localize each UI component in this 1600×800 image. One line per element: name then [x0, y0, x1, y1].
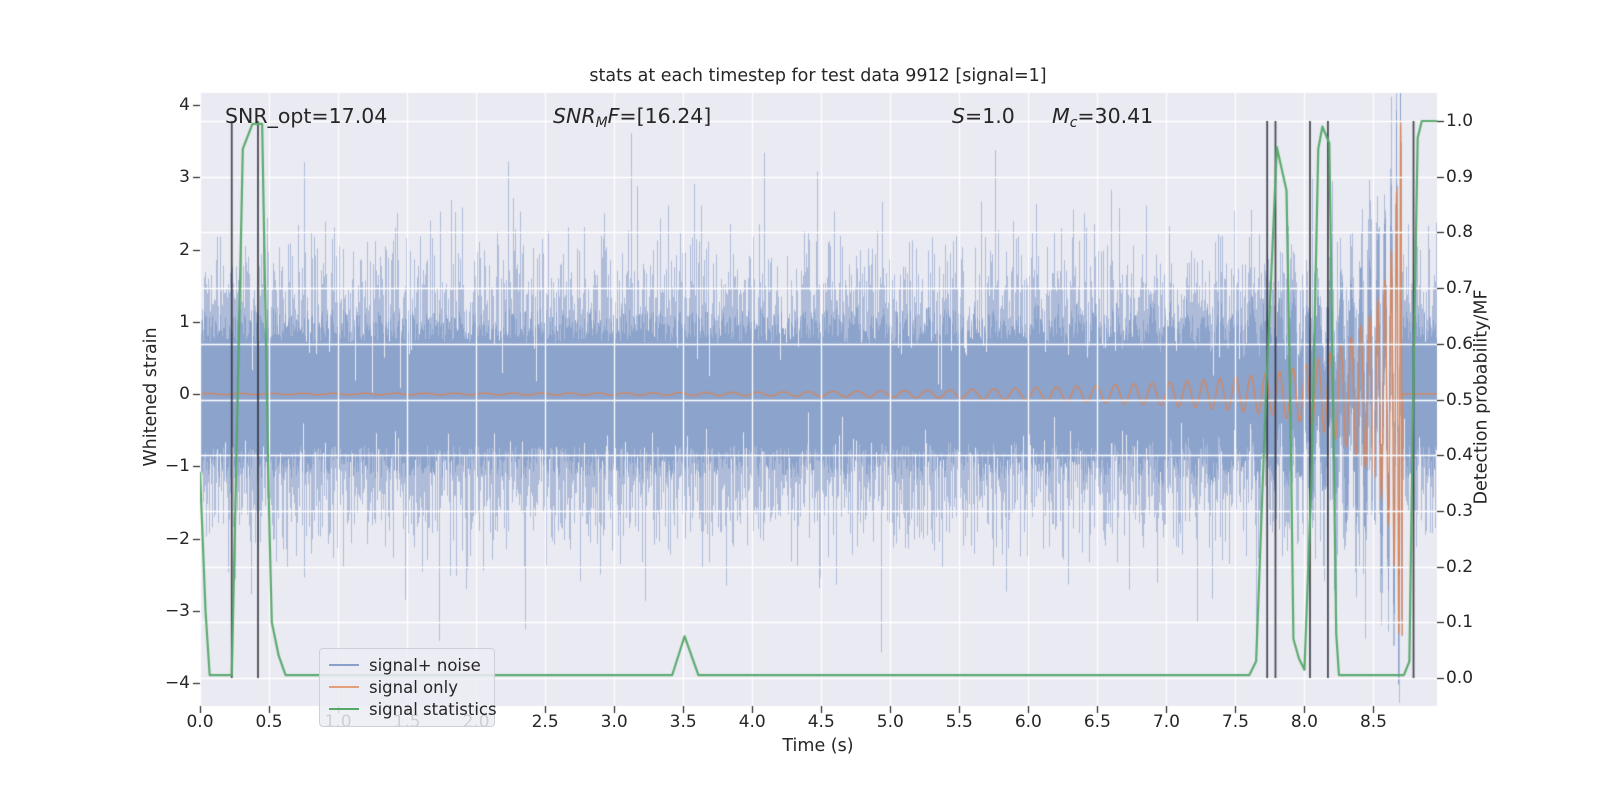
- y-tick-label-left: 2: [179, 239, 190, 260]
- y-tick-label-left: 3: [179, 167, 190, 188]
- x-tick-label: 2.5: [531, 712, 559, 732]
- x-tick-label: 0.5: [255, 712, 283, 732]
- x-tick-label: 0.0: [186, 712, 214, 732]
- y-tick-label-left: −3: [164, 600, 190, 621]
- annotation-s-value: S=1.0: [952, 104, 1015, 128]
- y-tick-label-right: 0.0: [1446, 668, 1474, 688]
- x-tick-label: 6.5: [1083, 712, 1111, 732]
- legend: signal+ noise signal only signal statistic…: [319, 648, 497, 727]
- legend-row: signal+ noise: [329, 654, 485, 676]
- x-tick-label: 8.0: [1290, 712, 1318, 732]
- annotation-chirp-mass: Mc=30.41: [1052, 104, 1154, 131]
- y-tick-label-right: 1.0: [1446, 111, 1474, 131]
- y-tick-label-right: 0.9: [1446, 166, 1474, 187]
- x-tick-label: 4.5: [807, 712, 835, 732]
- y-tick-label-right: 0.7: [1446, 278, 1474, 299]
- legend-row: signal only: [329, 676, 485, 698]
- chart-title: stats at each timestep for test data 991…: [589, 66, 1047, 86]
- x-tick-label: 7.0: [1152, 712, 1180, 732]
- x-tick-label: 8.5: [1359, 712, 1387, 732]
- annotation-snr-mf: SNRMF=[16.24]: [553, 104, 712, 131]
- x-tick-label: 7.5: [1221, 712, 1249, 732]
- x-tick-label: 3.0: [600, 712, 628, 732]
- y-tick-label-left: −2: [164, 528, 190, 549]
- y-tick-label-right: 0.3: [1446, 500, 1474, 521]
- legend-label: signal only: [369, 677, 458, 697]
- legend-label: signal statistics: [369, 699, 497, 719]
- x-tick-label: 5.0: [876, 712, 904, 732]
- y-tick-label-right: 0.5: [1446, 389, 1474, 410]
- x-axis-label: Time (s): [782, 736, 854, 756]
- y-tick-label-right: 0.2: [1446, 556, 1474, 577]
- y-tick-label-left: 1: [179, 311, 190, 332]
- y-tick-label-left: −4: [164, 673, 190, 693]
- legend-label: signal+ noise: [369, 655, 481, 675]
- x-tick-label: 3.5: [669, 712, 697, 732]
- legend-line-swatch: [329, 708, 359, 710]
- legend-row: signal statistics: [329, 698, 497, 720]
- annotation-snr-opt: SNR_opt=17.04: [225, 104, 388, 128]
- y-tick-label-right: 0.4: [1446, 445, 1474, 466]
- y-tick-label-left: 4: [179, 95, 190, 115]
- x-tick-label: 6.0: [1014, 712, 1042, 732]
- y-tick-label-right: 0.8: [1446, 222, 1474, 243]
- y-tick-label-right: 0.6: [1446, 333, 1474, 354]
- y-tick-label-right: 0.1: [1446, 612, 1474, 633]
- legend-line-swatch: [329, 664, 359, 666]
- y-tick-label-left: 0: [179, 384, 190, 404]
- x-tick-label: 4.0: [738, 712, 766, 732]
- y-tick-label-left: −1: [164, 456, 190, 477]
- legend-line-swatch: [329, 686, 359, 688]
- x-tick-label: 5.5: [945, 712, 973, 732]
